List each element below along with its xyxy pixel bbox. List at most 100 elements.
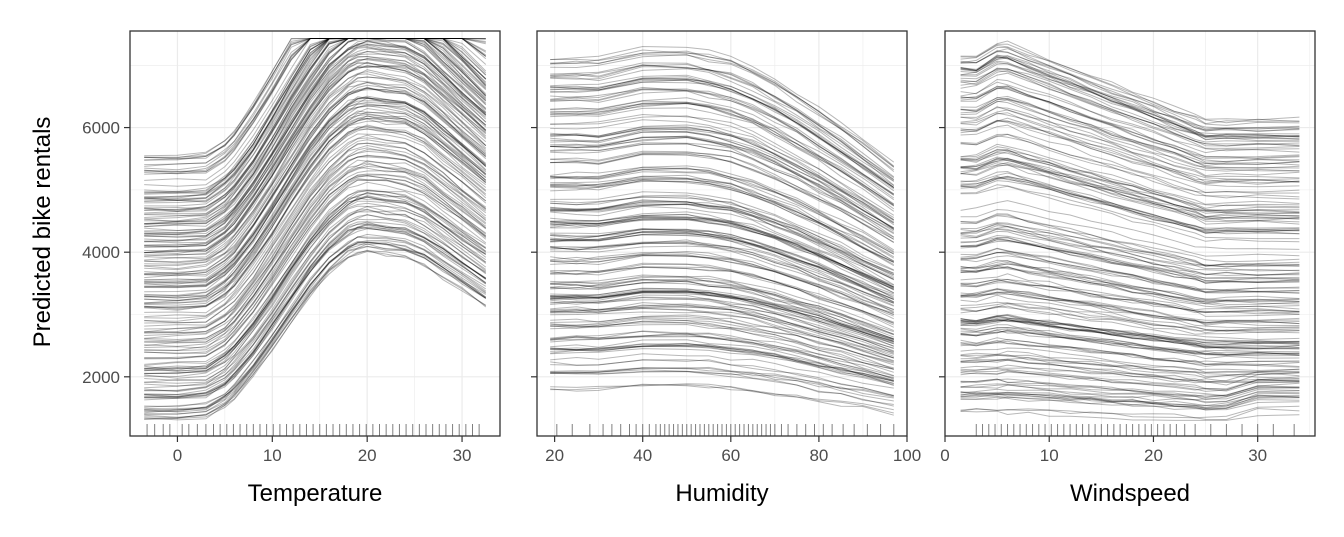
ice-curve xyxy=(144,191,487,370)
ice-curve xyxy=(144,165,487,344)
ice-curve xyxy=(550,290,894,345)
ice-curve xyxy=(550,318,894,364)
ice-curve xyxy=(550,64,895,182)
ice-curve xyxy=(960,69,1300,149)
ice-curve xyxy=(960,378,1300,399)
ice-curve xyxy=(144,38,486,160)
ice-curve xyxy=(960,158,1300,218)
ice-curve xyxy=(550,214,894,288)
ice-curve xyxy=(144,38,486,158)
ice-curve xyxy=(550,177,895,263)
ice-curve xyxy=(960,67,1300,143)
ice-curve xyxy=(550,296,894,352)
ice-curve xyxy=(144,76,487,265)
ice-curve xyxy=(960,384,1300,403)
ice-curve xyxy=(144,48,487,242)
ice-curve xyxy=(960,273,1300,313)
ice-curve xyxy=(960,391,1300,409)
ice-curve xyxy=(960,236,1300,283)
ice-curve xyxy=(550,142,895,235)
ice-curve xyxy=(550,216,895,290)
ice-curve xyxy=(550,135,895,230)
ice-curve xyxy=(144,38,487,174)
x-tick-label: 40 xyxy=(633,446,652,465)
ice-curve xyxy=(960,319,1300,349)
ice-curve xyxy=(550,203,895,280)
ice-curve xyxy=(960,176,1300,231)
ice-curve xyxy=(550,348,894,385)
ice-curve xyxy=(960,40,1300,121)
ice-curve xyxy=(960,359,1300,382)
ice-curve xyxy=(550,290,894,344)
ice-curve xyxy=(144,51,487,244)
ice-curve xyxy=(960,260,1300,301)
ice-curve xyxy=(144,120,487,306)
ice-curve xyxy=(550,307,894,362)
ice-curve xyxy=(550,298,894,353)
ice-curve xyxy=(550,180,895,262)
ice-curve xyxy=(144,149,487,330)
ice-curve xyxy=(550,102,895,206)
ice-curve xyxy=(144,175,487,351)
ice-curve xyxy=(144,233,487,408)
ice-curve xyxy=(550,336,894,379)
ice-curve xyxy=(550,228,894,300)
ice-curve xyxy=(144,125,487,311)
ice-curve xyxy=(144,44,487,238)
ice-curve xyxy=(550,62,895,178)
panel-border xyxy=(536,30,908,437)
ice-curve xyxy=(144,112,487,299)
x-tick-label: 20 xyxy=(1144,446,1163,465)
ice-curve xyxy=(960,392,1300,407)
ice-curve xyxy=(960,317,1300,344)
ice-curve xyxy=(144,241,487,415)
ice-curve xyxy=(144,57,487,248)
ice-curve xyxy=(960,56,1300,135)
ice-curve xyxy=(144,202,487,378)
ice-curve xyxy=(960,180,1300,235)
ice-curve xyxy=(960,133,1300,193)
ice-curve xyxy=(960,266,1300,308)
ice-curve xyxy=(550,171,895,259)
grid-temperature xyxy=(129,31,500,436)
ice-curve xyxy=(960,68,1300,142)
ice-curve xyxy=(960,368,1300,390)
ice-curve xyxy=(550,227,895,304)
ice-curve xyxy=(144,38,487,225)
ice-curve xyxy=(144,100,487,285)
ice-curve xyxy=(550,252,894,317)
ice-curve xyxy=(550,242,894,311)
ice-curve xyxy=(144,61,487,252)
ice-curve xyxy=(144,227,487,399)
ice-curve xyxy=(144,104,487,287)
ice-curve xyxy=(550,289,894,347)
ice-curve xyxy=(960,99,1300,169)
ice-curve xyxy=(960,96,1300,165)
ice-curve xyxy=(550,203,895,286)
rug-windspeed xyxy=(975,424,1295,436)
ice-curve xyxy=(960,43,1300,125)
ice-curve xyxy=(960,319,1300,350)
ice-curve xyxy=(144,175,487,354)
ice-curve xyxy=(550,101,895,205)
ice-curve xyxy=(960,100,1300,172)
x-tick-label: 100 xyxy=(893,446,921,465)
panel-border xyxy=(129,30,501,437)
ice-curve xyxy=(550,278,894,335)
ice-curve xyxy=(960,107,1300,172)
ice-curve xyxy=(144,38,487,199)
ice-curve xyxy=(144,154,487,334)
ice-curve xyxy=(960,354,1300,380)
ice-curve xyxy=(960,85,1300,160)
ice-curve xyxy=(960,342,1300,366)
ice-curve xyxy=(960,56,1300,140)
y-tick-label: 4000 xyxy=(82,243,120,262)
ice-curve xyxy=(960,329,1300,360)
ice-curve xyxy=(960,313,1300,345)
ice-curve xyxy=(144,208,487,383)
ice-curve xyxy=(960,97,1300,167)
ice-curve xyxy=(144,166,487,343)
ice-curve xyxy=(550,217,895,294)
ice-curve xyxy=(144,87,487,276)
ice-curve xyxy=(550,130,895,230)
